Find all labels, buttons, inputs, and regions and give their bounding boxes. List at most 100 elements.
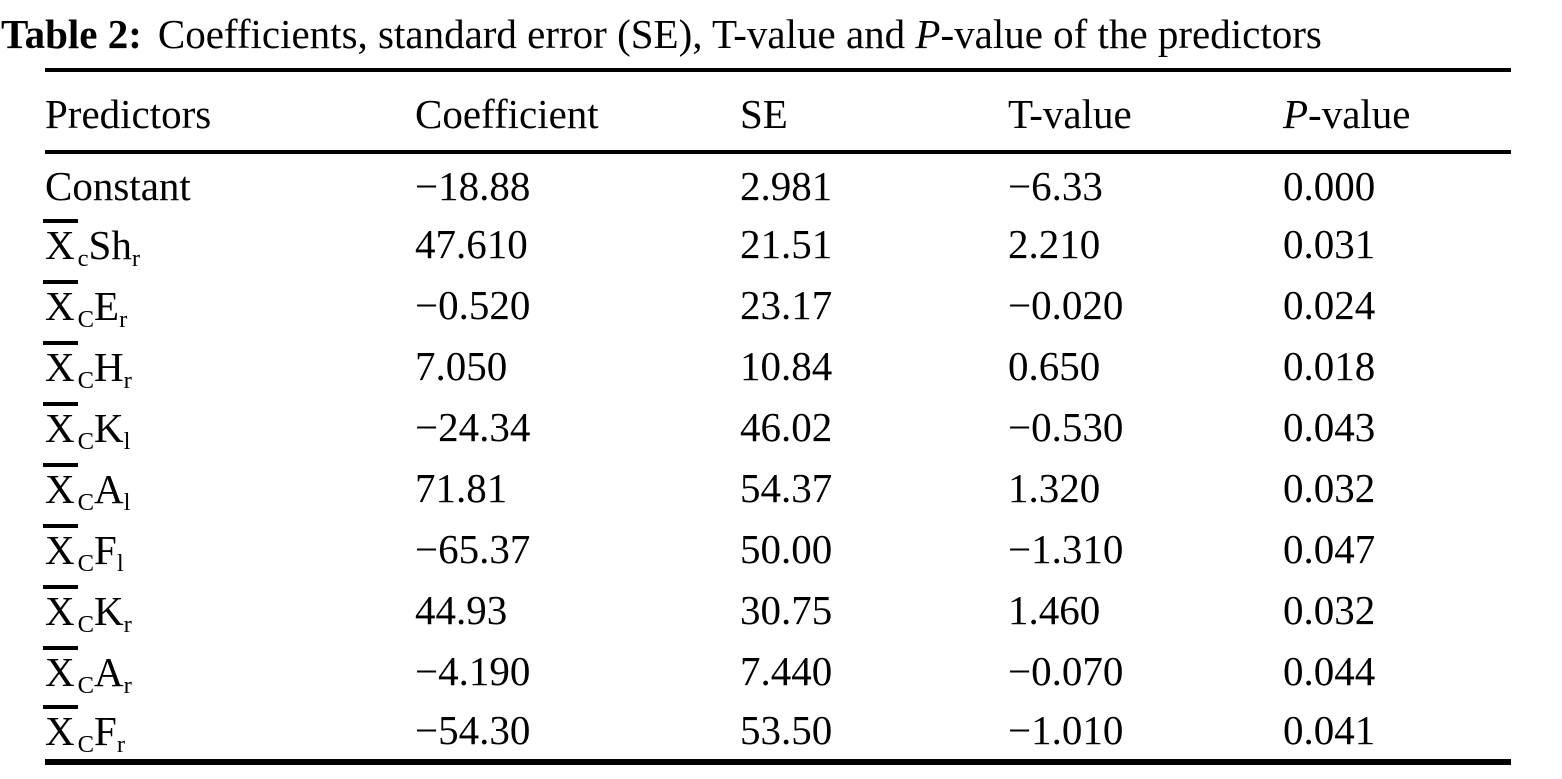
table-row: X CFl −65.37 50.00 −1.310 0.047 (43, 518, 1511, 579)
predictor-cell: X CHr (43, 335, 415, 396)
coefficient-cell: −0.520 (415, 281, 531, 328)
p-value-cell: 0.032 (1283, 586, 1376, 633)
col-header-predictors: Predictors (45, 91, 212, 137)
col-header-p-italic: P (1283, 91, 1309, 137)
col-header-p-rest: -value (1308, 91, 1411, 137)
predictor-cell: X CFr (43, 701, 415, 762)
predictor-letter: A (94, 648, 124, 695)
x-bar: X (43, 705, 78, 753)
p-value-cell: 0.047 (1283, 525, 1376, 572)
x-bar-subscript: C (77, 366, 95, 394)
predictor-subscript: r (123, 610, 132, 638)
predictor-cell: X CAl (43, 457, 415, 518)
predictor-subscript: l (116, 549, 124, 577)
p-value-cell: 0.043 (1283, 403, 1376, 450)
table-row: X CHr 7.050 10.84 0.650 0.018 (43, 335, 1511, 396)
predictor-letter: F (94, 708, 117, 754)
x-bar: X (43, 523, 78, 572)
table-caption-post: -value of the predictors (940, 11, 1322, 57)
x-bar-subscript: C (77, 488, 95, 516)
coefficient-cell: −65.37 (415, 525, 531, 572)
p-value-cell: 0.044 (1283, 647, 1376, 694)
se-cell: 7.440 (740, 647, 833, 694)
predictor-cell: X CAr (43, 640, 415, 701)
t-value-cell: −1.010 (1008, 707, 1124, 753)
p-value-cell: 0.024 (1283, 281, 1376, 328)
x-bar-subscript: C (77, 549, 95, 577)
predictor-subscript: l (123, 427, 131, 455)
p-value-cell: 0.018 (1283, 342, 1376, 389)
predictor-subscript: r (123, 366, 132, 394)
predictor-cell: X CKr (43, 579, 415, 640)
predictor-cell: X CFl (43, 518, 415, 579)
col-header-t-value: T-value (1008, 91, 1132, 137)
se-cell: 50.00 (740, 525, 833, 572)
col-header-coefficient: Coefficient (415, 91, 599, 137)
predictor-letter: K (94, 404, 124, 451)
predictor-letter: Sh (88, 221, 132, 268)
predictor-subscript: r (123, 671, 132, 699)
table-row: X CFr −54.30 53.50 −1.010 0.041 (43, 701, 1511, 762)
coefficient-cell: 71.81 (415, 464, 508, 511)
coefficient-cell: −18.88 (415, 162, 531, 209)
x-bar: X (43, 462, 78, 511)
predictor-subscript: r (119, 305, 128, 333)
se-cell: 54.37 (740, 464, 833, 511)
x-bar-subscript: C (77, 427, 95, 455)
se-cell: 23.17 (740, 281, 833, 328)
coefficient-cell: −54.30 (415, 707, 531, 753)
table-caption: Table 2: Coefficients, standard error (SE… (1, 10, 1322, 58)
coefficient-cell: −24.34 (415, 403, 531, 450)
x-bar: X (43, 584, 78, 633)
x-bar-subscript: C (77, 671, 95, 699)
coefficient-cell: 7.050 (415, 342, 508, 389)
predictor-cell: X CKl (43, 396, 415, 457)
table-caption-pre: Coefficients, standard error (SE), T-val… (157, 11, 916, 57)
x-bar: X (43, 218, 78, 267)
predictor-letter: F (94, 526, 117, 573)
predictor-subscript: r (131, 244, 141, 272)
x-bar: X (43, 401, 78, 450)
p-value-cell: 0.032 (1283, 464, 1376, 511)
se-cell: 21.51 (740, 220, 833, 267)
header-row: Predictors Coefficient SE T-value P-valu… (45, 70, 1511, 152)
col-header-se: SE (740, 91, 788, 137)
se-cell: 10.84 (740, 342, 833, 389)
x-bar-subscript: C (77, 305, 95, 333)
t-value-cell: 1.320 (1008, 464, 1101, 511)
se-cell: 53.50 (740, 707, 833, 753)
t-value-cell: 1.460 (1008, 586, 1101, 633)
predictor-letter: K (94, 587, 124, 634)
predictor-cell: X CEr (43, 274, 415, 335)
se-cell: 30.75 (740, 586, 833, 633)
predictor-letter: H (94, 343, 124, 390)
t-value-cell: −0.020 (1008, 281, 1124, 328)
x-bar: X (43, 279, 78, 328)
table-row: X CKl −24.34 46.02 −0.530 0.043 (43, 396, 1511, 457)
coefficient-cell: 47.610 (415, 220, 528, 267)
p-value-cell: 0.041 (1283, 707, 1376, 753)
x-bar-subscript: c (77, 244, 89, 272)
t-value-cell: −0.530 (1008, 403, 1124, 450)
table-row: Constant −18.88 2.981 −6.33 0.000 (45, 152, 1511, 213)
coefficient-cell: −4.190 (415, 647, 531, 694)
predictor-cell: Constant (45, 162, 191, 209)
coefficients-table: Predictors Coefficient SE T-value P-valu… (43, 68, 1511, 765)
table-caption-italic-p: P (915, 11, 941, 57)
t-value-cell: 0.650 (1008, 342, 1101, 389)
t-value-cell: −0.070 (1008, 647, 1124, 694)
t-value-cell: −1.310 (1008, 525, 1124, 572)
predictor-subscript: r (116, 731, 126, 759)
col-header-p-value: P-value (1283, 70, 1511, 152)
x-bar: X (43, 645, 78, 694)
x-bar-subscript: C (77, 731, 95, 759)
t-value-cell: −6.33 (1008, 162, 1103, 209)
predictor-letter: E (94, 282, 120, 329)
t-value-cell: 2.210 (1008, 220, 1101, 267)
table-caption-tag: Table 2: (1, 11, 142, 57)
p-value-cell: 0.031 (1283, 220, 1376, 267)
x-bar: X (43, 340, 78, 389)
